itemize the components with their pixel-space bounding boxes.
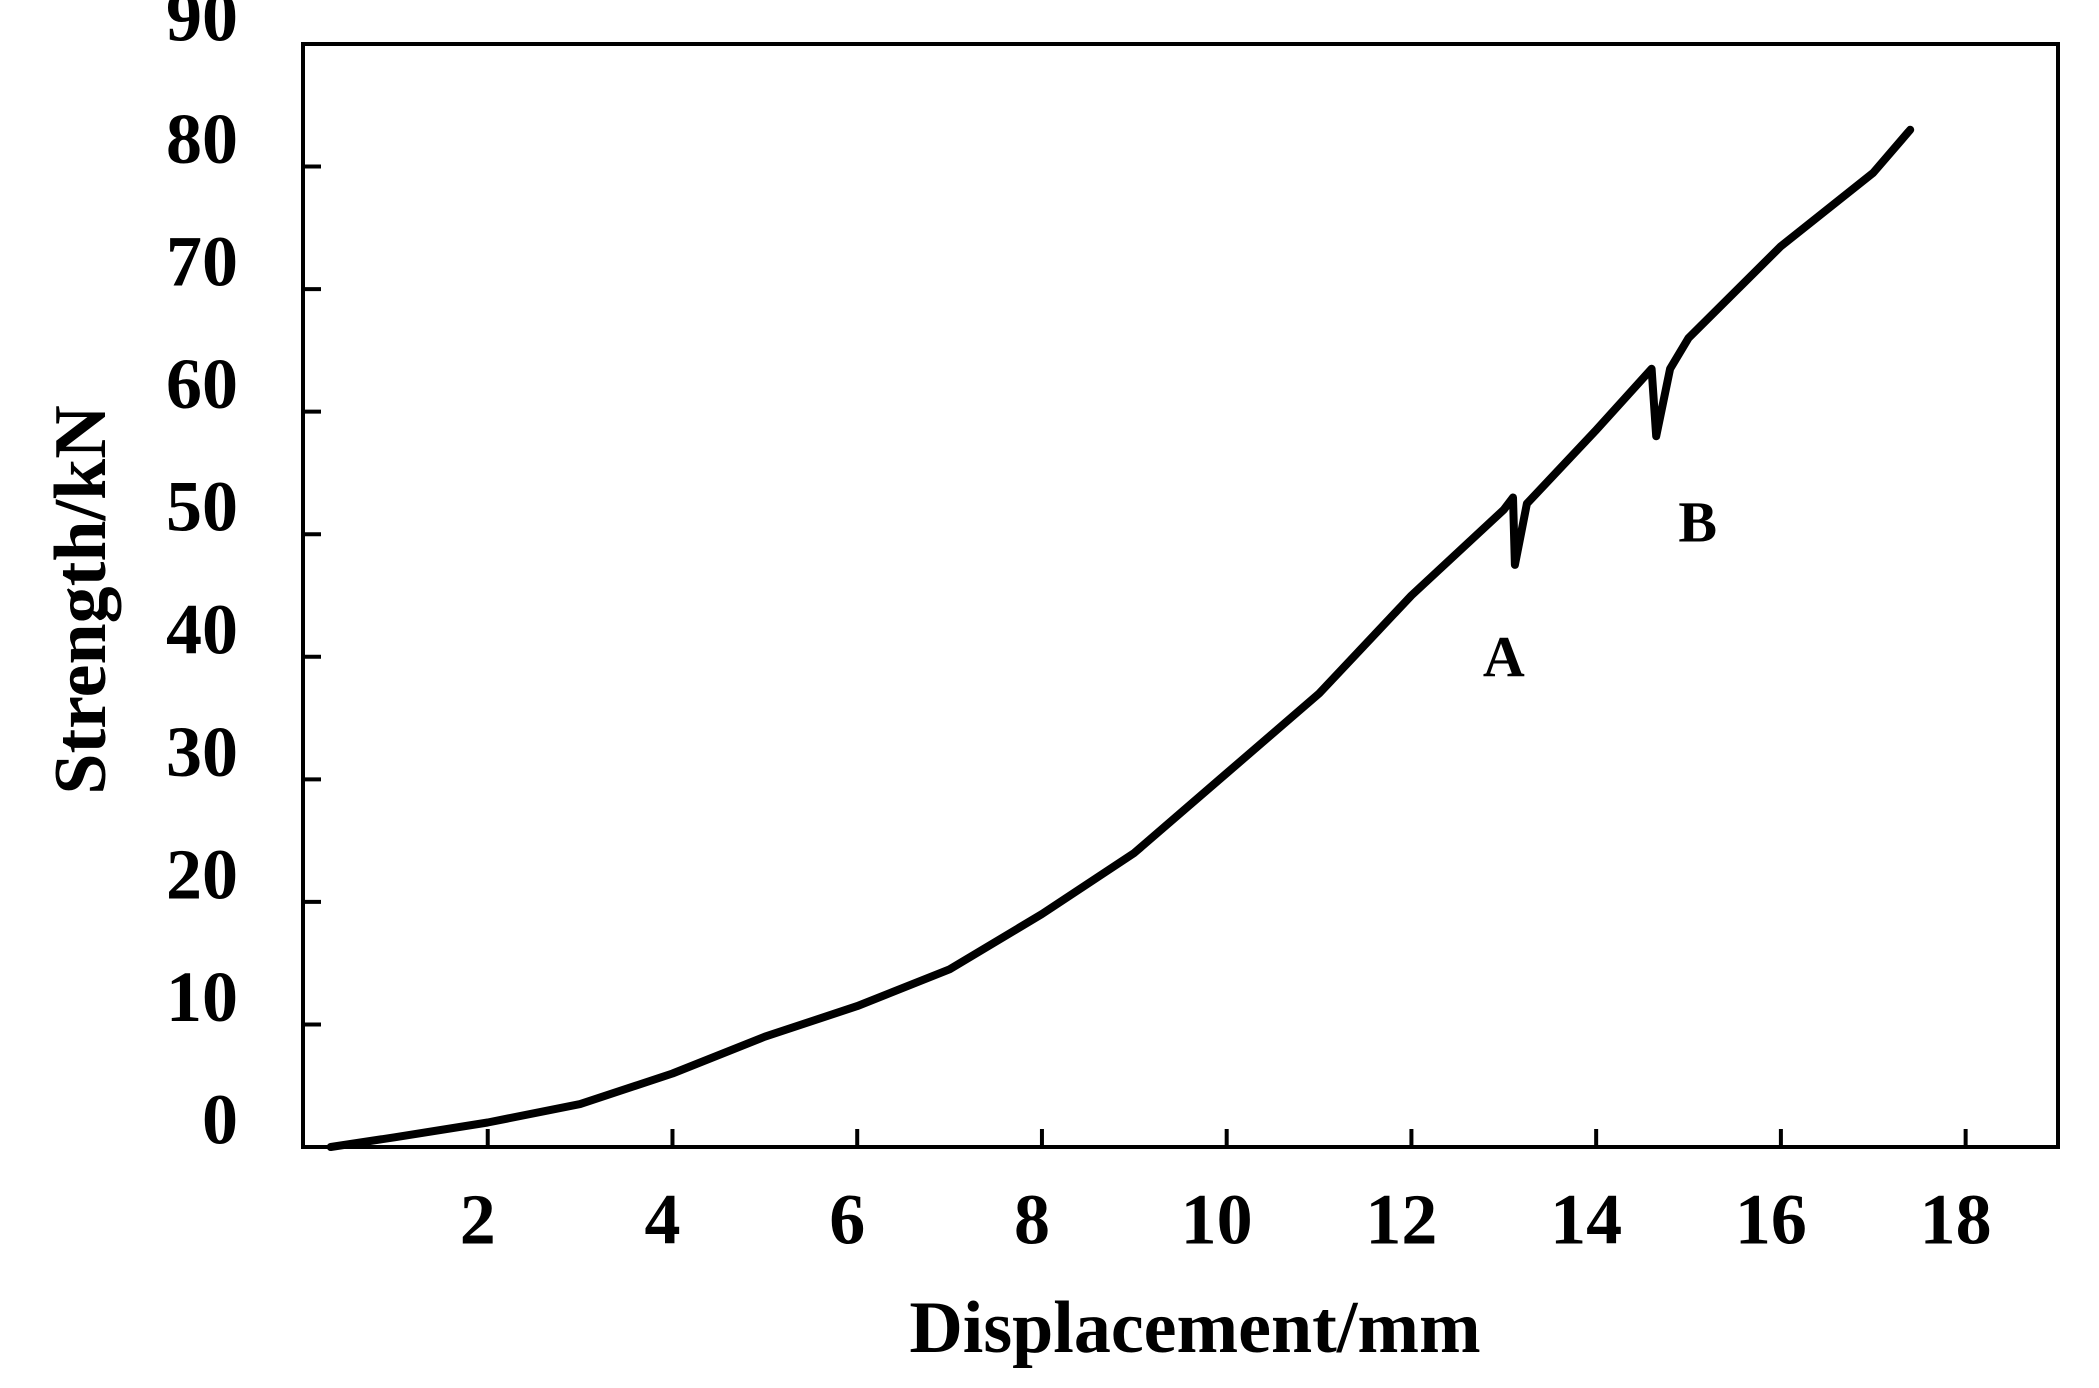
y-tick-label: 0 xyxy=(202,1080,238,1160)
y-tick-label: 70 xyxy=(166,222,238,302)
x-tick-label: 12 xyxy=(1365,1180,1437,1260)
y-axis-title: Strength/kN xyxy=(40,405,122,794)
y-tick-label: 10 xyxy=(166,957,238,1037)
y-tick-label: 60 xyxy=(166,344,238,424)
x-tick-label: 8 xyxy=(1014,1180,1050,1260)
x-tick-label: 6 xyxy=(829,1180,865,1260)
data-line xyxy=(326,125,1915,1151)
y-tick-label: 20 xyxy=(166,834,238,914)
x-tick-label: 4 xyxy=(644,1180,680,1260)
y-tick-label: 90 xyxy=(166,0,238,57)
x-tick-label: 14 xyxy=(1550,1180,1622,1260)
y-tick-label: 80 xyxy=(166,99,238,179)
y-tick-label: 40 xyxy=(166,589,238,669)
annotation: B xyxy=(1678,489,1717,554)
y-tick-label: 50 xyxy=(166,467,238,547)
x-axis-title: Displacement/mm xyxy=(909,1287,1480,1369)
y-tick-label: 30 xyxy=(166,712,238,792)
plot-frame xyxy=(301,42,2060,1149)
annotation: A xyxy=(1483,624,1525,689)
x-tick-label: 2 xyxy=(460,1180,496,1260)
x-tick-label: 16 xyxy=(1735,1180,1807,1260)
x-tick-label: 18 xyxy=(1920,1180,1992,1260)
x-tick-label: 10 xyxy=(1181,1180,1253,1260)
